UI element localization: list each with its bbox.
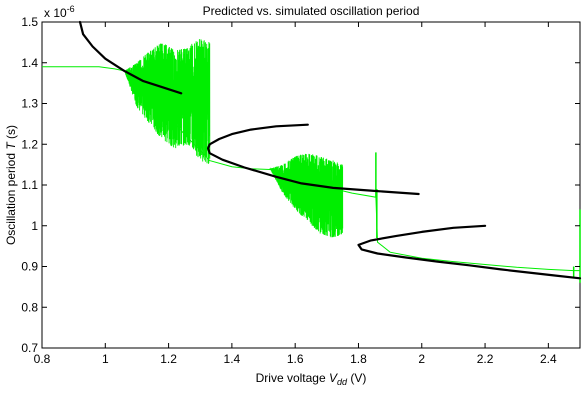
y-tick-label: 0.8 (21, 300, 38, 314)
y-label-unit: (s) (4, 125, 18, 142)
y-axis-label: Oscillation period T (s) (4, 125, 18, 245)
x-label-unit: (V) (347, 371, 366, 385)
simulated-oscillation-band (269, 153, 344, 238)
simulated-oscillation-band (124, 39, 211, 164)
predicted-series (78, 20, 582, 280)
predicted-curve-segment (78, 20, 183, 95)
y-tick-label: 1.5 (21, 15, 38, 29)
y-tick-label: 1.3 (21, 97, 38, 111)
y-tick-label: 1.2 (21, 137, 38, 151)
y-tick-label: 0.7 (21, 341, 38, 355)
y-exponent-base: x 10 (44, 6, 67, 20)
x-tick-label: 1.8 (350, 352, 367, 366)
x-tick-label: 1.4 (224, 352, 241, 366)
x-tick-label: 1 (102, 352, 109, 366)
x-label-prefix: Drive voltage (256, 371, 329, 385)
predicted-curve-segment (357, 224, 582, 280)
y-tick-label: 1.4 (21, 56, 38, 70)
x-tick-label: 2 (418, 352, 425, 366)
y-tick-label: 1.1 (21, 178, 38, 192)
predicted-curve-segment (207, 123, 420, 196)
y-tick-label: 1 (31, 219, 38, 233)
y-label-prefix: Oscillation period (4, 150, 18, 245)
y-axis-exponent: x 10-6 (44, 4, 75, 20)
x-tick-label: 0.8 (34, 352, 51, 366)
x-tick-label: 2.4 (540, 352, 557, 366)
y-tick-label: 0.9 (21, 260, 38, 274)
axis-ticks: 0.8 1 1.2 1.4 1.6 1.8 2 2.2 2.40.70.80.911.11.21… (21, 15, 580, 366)
chart-title: Predicted vs. simulated oscillation peri… (203, 4, 420, 18)
x-tick-label: 2.2 (477, 352, 494, 366)
x-axis-label: Drive voltage Vdd (V) (256, 371, 367, 387)
y-label-variable: T (4, 141, 18, 150)
x-tick-label: 1.6 (287, 352, 304, 366)
y-exponent-power: -6 (67, 4, 75, 14)
x-label-variable: V (329, 371, 338, 385)
x-tick-label: 1.2 (160, 352, 177, 366)
x-label-subscript: dd (337, 377, 348, 387)
